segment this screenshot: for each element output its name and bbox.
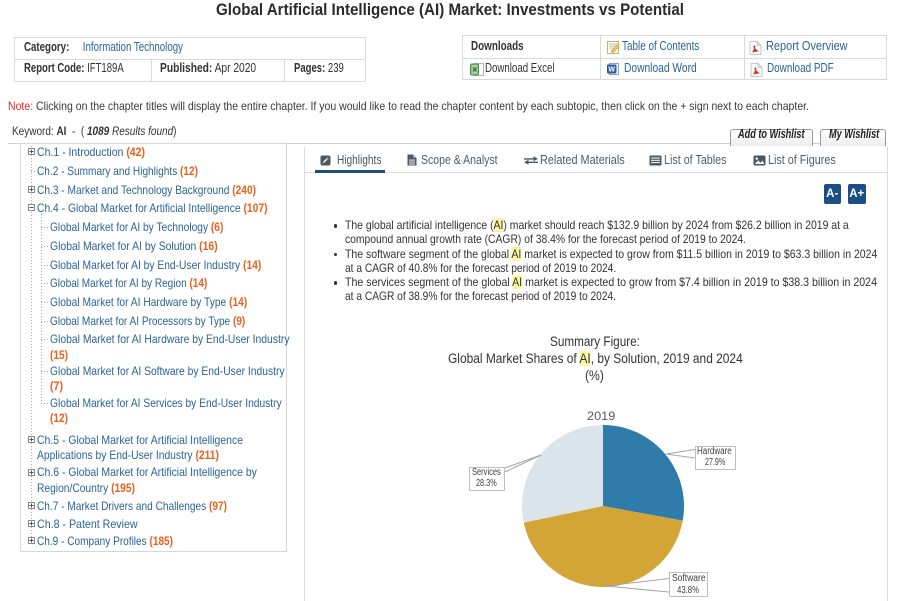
- svg-text:W: W: [608, 67, 615, 74]
